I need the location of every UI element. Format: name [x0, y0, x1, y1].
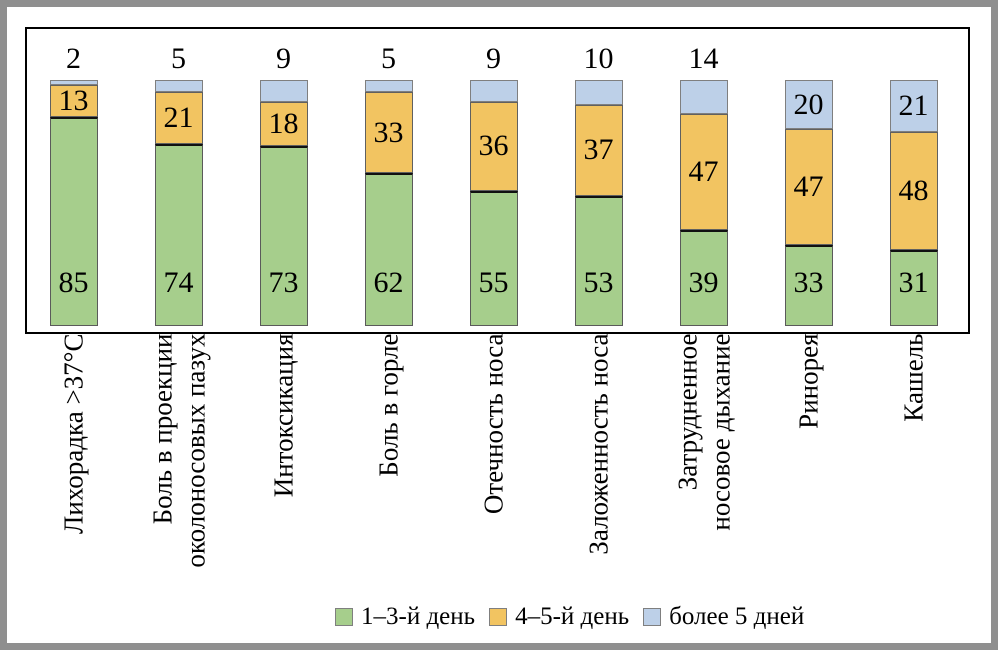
bar-segment-series3	[259, 80, 308, 103]
legend-swatch-more5-icon	[643, 608, 662, 626]
legend-label-day4-5: 4–5-й день	[515, 603, 630, 630]
value-label-series2: 21	[163, 101, 194, 135]
value-label-series1: 55	[478, 266, 509, 299]
legend-swatch-day4-5-icon	[489, 608, 508, 626]
bar-segment-series1	[49, 116, 98, 326]
value-label-series2: 48	[898, 173, 929, 207]
value-label-series3: 9	[486, 42, 501, 75]
bar-segment-series1	[784, 244, 833, 326]
bar-segment-series3	[154, 80, 203, 93]
value-label-series3: 2	[66, 42, 81, 75]
legend-item-more5: более 5 дней	[643, 604, 804, 630]
bar-segment-series3	[679, 80, 728, 115]
bar-segment-series3	[889, 80, 938, 132]
value-label-series1: 39	[688, 266, 719, 299]
category-label: Затрудненное носовое дыхание	[671, 333, 735, 531]
category-label: Отечность носа	[478, 333, 508, 514]
bar-segment-series3	[49, 80, 98, 85]
bar-segment-series2	[49, 84, 98, 117]
legend-item-day1-3: 1–3-й день	[335, 604, 475, 630]
bar-segment-series2	[574, 104, 623, 196]
category-label: Боль в проекции околоносовых пазух	[146, 333, 210, 568]
legend-label-day1-3: 1–3-й день	[361, 603, 476, 630]
bar-segment-series1	[679, 230, 728, 326]
legend-label-more5: более 5 дней	[669, 603, 805, 630]
bar-segment-series2	[259, 102, 308, 147]
category-label: Кашель	[898, 333, 928, 422]
value-label-series1: 85	[58, 266, 89, 299]
bar-segment-series2	[679, 114, 728, 231]
bar-segment-series3	[469, 80, 518, 103]
legend-item-day4-5: 4–5-й день	[489, 604, 629, 630]
value-label-series1: 53	[583, 266, 614, 299]
legend-swatch-day1-3-icon	[335, 608, 353, 626]
bar-segment-series2	[784, 129, 833, 245]
value-label-series1: 74	[163, 266, 194, 299]
bar-segment-series2	[364, 92, 413, 174]
value-label-series2: 13	[58, 83, 89, 117]
value-label-series2: 37	[583, 133, 614, 167]
category-label: Боль в горле	[373, 333, 403, 477]
bar-segment-series3	[364, 80, 413, 93]
value-label-series3: 14	[688, 42, 719, 75]
bar-segment-series1	[259, 146, 308, 326]
bar-segment-series1	[154, 143, 203, 326]
value-label-series2: 18	[268, 107, 299, 141]
category-label: Ринорея	[793, 333, 823, 429]
bar-segment-series1	[574, 195, 623, 326]
value-label-series3: 21	[898, 88, 929, 122]
value-label-series3: 10	[583, 42, 614, 75]
category-label: Интоксикация	[268, 333, 298, 497]
value-label-series1: 33	[793, 266, 824, 299]
value-label-series1: 31	[898, 266, 929, 299]
value-label-series1: 62	[373, 266, 404, 299]
value-label-series1: 73	[268, 266, 299, 299]
bar-segment-series2	[154, 92, 203, 144]
bar-segment-series1	[889, 249, 938, 326]
legend: 1–3-й день 4–5-й день более 5 дней	[335, 604, 804, 630]
value-label-series2: 47	[793, 170, 824, 203]
bar-segment-series3	[784, 80, 833, 130]
value-label-series3: 5	[171, 42, 186, 75]
bar-segment-series1	[364, 173, 413, 326]
value-label-series2: 36	[478, 129, 509, 163]
value-label-series2: 33	[373, 115, 404, 149]
bar-segment-series2	[889, 131, 938, 250]
value-label-series3: 5	[381, 42, 396, 75]
category-label: Лихорадка >37°C	[58, 333, 88, 534]
bar-segment-series2	[469, 102, 518, 191]
value-label-series2: 47	[688, 155, 719, 189]
bar-segment-series3	[574, 80, 623, 105]
value-label-series3: 20	[793, 87, 824, 121]
bar-segment-series1	[469, 190, 518, 326]
value-label-series3: 9	[276, 42, 291, 75]
category-label: Заложенность носа	[583, 333, 613, 555]
